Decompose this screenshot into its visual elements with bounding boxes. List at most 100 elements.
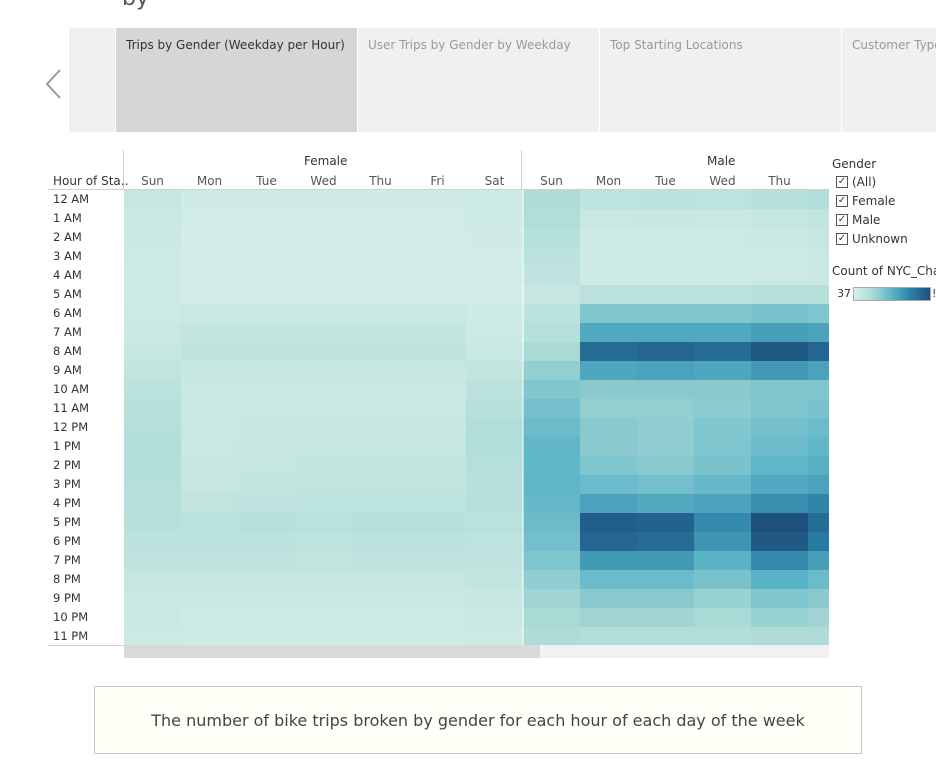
heatmap-cell[interactable] — [124, 266, 181, 285]
heatmap-cell[interactable] — [808, 608, 829, 627]
heatmap-cell[interactable] — [580, 209, 637, 228]
heatmap-cell[interactable] — [751, 266, 808, 285]
heatmap-cell[interactable] — [637, 570, 694, 589]
heatmap-cell[interactable] — [409, 513, 466, 532]
heatmap-cell[interactable] — [694, 437, 751, 456]
heatmap-cell[interactable] — [181, 247, 238, 266]
heatmap-cell[interactable] — [523, 228, 580, 247]
heatmap-cell[interactable] — [694, 570, 751, 589]
heatmap-cell[interactable] — [466, 247, 523, 266]
heatmap-cell[interactable] — [181, 551, 238, 570]
heatmap-cell[interactable] — [466, 608, 523, 627]
heatmap-cell[interactable] — [238, 399, 295, 418]
heatmap-cell[interactable] — [808, 304, 829, 323]
heatmap-cell[interactable] — [352, 627, 409, 645]
heatmap-cell[interactable] — [751, 475, 808, 494]
heatmap-cell[interactable] — [295, 304, 352, 323]
heatmap-cell[interactable] — [295, 627, 352, 645]
heatmap-cell[interactable] — [637, 190, 694, 209]
heatmap-cell[interactable] — [694, 494, 751, 513]
heatmap-cell[interactable] — [409, 342, 466, 361]
heatmap-grid[interactable] — [124, 190, 829, 645]
heatmap-cell[interactable] — [523, 589, 580, 608]
heatmap-cell[interactable] — [751, 247, 808, 266]
heatmap-cell[interactable] — [124, 437, 181, 456]
check-icon[interactable]: ✓ — [836, 176, 848, 188]
heatmap-cell[interactable] — [694, 266, 751, 285]
heatmap-cell[interactable] — [637, 437, 694, 456]
heatmap-cell[interactable] — [409, 570, 466, 589]
heatmap-cell[interactable] — [352, 266, 409, 285]
heatmap-cell[interactable] — [637, 551, 694, 570]
heatmap-cell[interactable] — [580, 399, 637, 418]
heatmap-cell[interactable] — [580, 228, 637, 247]
heatmap-cell[interactable] — [124, 399, 181, 418]
heatmap-cell[interactable] — [637, 266, 694, 285]
heatmap-cell[interactable] — [124, 342, 181, 361]
heatmap-cell[interactable] — [352, 304, 409, 323]
heatmap-cell[interactable] — [523, 513, 580, 532]
heatmap-cell[interactable] — [181, 266, 238, 285]
heatmap-cell[interactable] — [751, 627, 808, 645]
heatmap-cell[interactable] — [523, 494, 580, 513]
heatmap-cell[interactable] — [523, 627, 580, 645]
heatmap-cell[interactable] — [808, 361, 829, 380]
heatmap-cell[interactable] — [295, 228, 352, 247]
scrollbar-thumb[interactable] — [124, 645, 540, 658]
heatmap-cell[interactable] — [409, 551, 466, 570]
heatmap-cell[interactable] — [808, 570, 829, 589]
heatmap-cell[interactable] — [295, 380, 352, 399]
heatmap-cell[interactable] — [466, 304, 523, 323]
heatmap-cell[interactable] — [694, 513, 751, 532]
heatmap-cell[interactable] — [124, 304, 181, 323]
heatmap-cell[interactable] — [181, 323, 238, 342]
heatmap-cell[interactable] — [580, 513, 637, 532]
heatmap-cell[interactable] — [352, 532, 409, 551]
heatmap-cell[interactable] — [238, 475, 295, 494]
filter-female[interactable]: ✓ Female — [836, 194, 895, 208]
heatmap-cell[interactable] — [409, 399, 466, 418]
heatmap-cell[interactable] — [181, 399, 238, 418]
heatmap-cell[interactable] — [238, 190, 295, 209]
heatmap-cell[interactable] — [808, 190, 829, 209]
heatmap-cell[interactable] — [637, 247, 694, 266]
heatmap-cell[interactable] — [409, 437, 466, 456]
heatmap-cell[interactable] — [637, 532, 694, 551]
heatmap-cell[interactable] — [409, 418, 466, 437]
heatmap-cell[interactable] — [751, 304, 808, 323]
heatmap-cell[interactable] — [808, 494, 829, 513]
filter-unknown[interactable]: ✓ Unknown — [836, 232, 908, 246]
heatmap-cell[interactable] — [637, 456, 694, 475]
heatmap-cell[interactable] — [295, 513, 352, 532]
heatmap-cell[interactable] — [466, 627, 523, 645]
heatmap-cell[interactable] — [352, 475, 409, 494]
heatmap-cell[interactable] — [694, 304, 751, 323]
heatmap-cell[interactable] — [409, 285, 466, 304]
heatmap-cell[interactable] — [466, 551, 523, 570]
heatmap-cell[interactable] — [637, 361, 694, 380]
heatmap-cell[interactable] — [352, 418, 409, 437]
heatmap-cell[interactable] — [466, 228, 523, 247]
heatmap-cell[interactable] — [580, 285, 637, 304]
heatmap-cell[interactable] — [238, 513, 295, 532]
heatmap-cell[interactable] — [466, 494, 523, 513]
heatmap-cell[interactable] — [523, 190, 580, 209]
heatmap-cell[interactable] — [580, 266, 637, 285]
heatmap-cell[interactable] — [295, 589, 352, 608]
heatmap-cell[interactable] — [808, 627, 829, 645]
heatmap-cell[interactable] — [523, 247, 580, 266]
heatmap-cell[interactable] — [238, 437, 295, 456]
heatmap-cell[interactable] — [181, 437, 238, 456]
heatmap-cell[interactable] — [238, 342, 295, 361]
heatmap-cell[interactable] — [751, 589, 808, 608]
heatmap-cell[interactable] — [181, 190, 238, 209]
heatmap-cell[interactable] — [409, 361, 466, 380]
heatmap-cell[interactable] — [409, 627, 466, 645]
heatmap-cell[interactable] — [124, 551, 181, 570]
heatmap-cell[interactable] — [181, 304, 238, 323]
heatmap-cell[interactable] — [694, 361, 751, 380]
heatmap-cell[interactable] — [295, 456, 352, 475]
heatmap-cell[interactable] — [751, 190, 808, 209]
heatmap-cell[interactable] — [580, 570, 637, 589]
heatmap-cell[interactable] — [466, 570, 523, 589]
